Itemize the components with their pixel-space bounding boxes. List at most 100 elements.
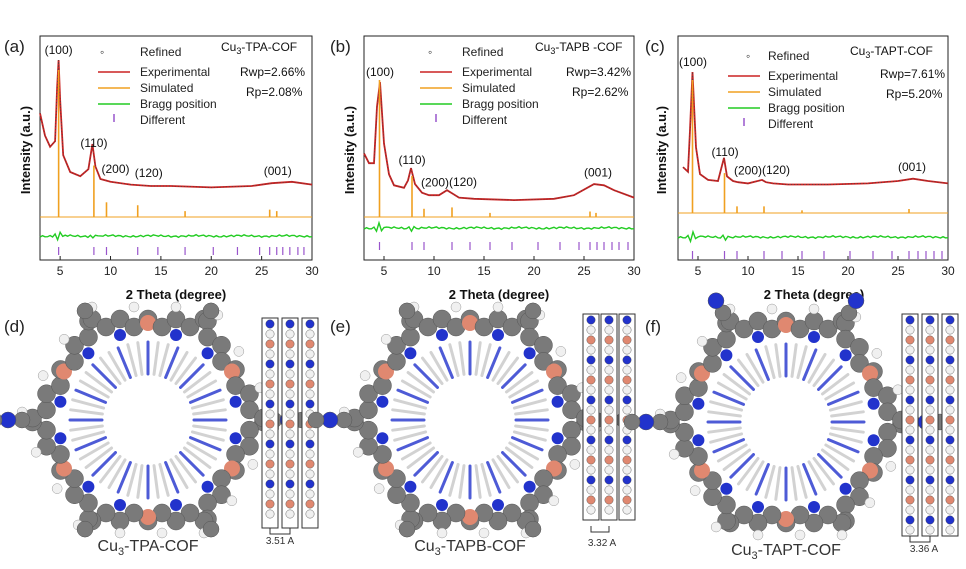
- channel-stack-f: [774, 343, 782, 378]
- stack-atom-d: [305, 329, 315, 339]
- carbon-atom-d: [152, 317, 172, 337]
- channel-stack-d: [188, 388, 222, 404]
- nitrogen-atom-e: [551, 432, 564, 445]
- stack-atom-d: [305, 339, 315, 349]
- arm-atom-f: [847, 292, 865, 310]
- stack-atom-e: [622, 465, 632, 475]
- channel-stack-e: [429, 458, 449, 490]
- carbon-atom-f: [878, 422, 897, 442]
- carbon-atom-d: [96, 317, 116, 337]
- carbon-atom-f: [878, 402, 897, 422]
- rwp-c: Rwp=7.61%: [880, 67, 945, 81]
- copper-atom-f: [778, 317, 794, 334]
- stack-atom-e: [622, 385, 632, 395]
- stack-atom-e: [604, 345, 614, 355]
- channel-stack-f: [745, 460, 765, 492]
- peak-label-c: (200): [734, 163, 762, 177]
- stack-atom-d: [265, 419, 275, 429]
- channel-stack-d: [126, 462, 138, 497]
- panel-label-c: (c): [645, 37, 665, 56]
- peak-label-a: (110): [80, 136, 107, 150]
- channel-stack-d: [164, 460, 180, 494]
- hydrogen-atom-d: [128, 301, 140, 313]
- carbon-atom-e: [432, 309, 452, 329]
- legend-bragg: Bragg position: [140, 97, 217, 111]
- channel-stack-e: [514, 424, 549, 432]
- channel-stack-d: [192, 424, 227, 432]
- carbon-atom-f: [836, 495, 855, 515]
- channel-stack-e: [400, 379, 432, 399]
- channel-stack-d: [174, 356, 197, 386]
- stack-atom-d: [305, 469, 315, 479]
- stack-atom-e: [622, 335, 632, 345]
- y-axis-label-b: Intensity (a.u.): [342, 106, 357, 194]
- panel-b: (b) 5 10 15 20 25 30 (100) (110) (200) (120) (001)…: [330, 35, 641, 302]
- nitrogen-atom-f: [839, 349, 852, 362]
- stack-atom-d: [265, 479, 275, 489]
- hydrogen-atom-f: [675, 372, 687, 383]
- carbon-atom-f: [878, 438, 897, 458]
- peak-label-b: (110): [398, 153, 425, 167]
- channel-stack-e: [480, 343, 492, 378]
- hydrogen-atom-f: [689, 485, 701, 496]
- stack-atom-d: [305, 349, 315, 359]
- cof-name-a: Cu3-TPA-COF: [221, 40, 297, 56]
- channel-stack-d: [152, 341, 160, 376]
- legend-bragg-c: Bragg position: [768, 101, 845, 115]
- legend-refined-c: Refined: [768, 49, 809, 63]
- stack-atom-d: [265, 409, 275, 419]
- carbon-atom-d: [37, 384, 56, 404]
- x-tick-label-a: 15: [154, 264, 168, 278]
- carbon-atom-d: [166, 511, 186, 531]
- channel-stack-f: [830, 426, 865, 434]
- channel-stack-f: [737, 358, 760, 388]
- carbon-atom-e: [359, 384, 378, 404]
- legend-simulated-b: Simulated: [462, 81, 515, 95]
- stack-atom-f: [925, 515, 935, 525]
- carbon-atom-d: [212, 469, 231, 488]
- stack-atom-e: [622, 495, 632, 505]
- stack-atom-f: [925, 325, 935, 335]
- stack-atom-f: [945, 395, 955, 405]
- stack-atom-f: [925, 505, 935, 515]
- carbon-atom-d: [110, 309, 130, 329]
- arm-atom-f: [623, 413, 641, 431]
- stack-atom-e: [586, 405, 596, 415]
- channel-stack-e: [393, 430, 428, 442]
- stack-atom-f: [945, 415, 955, 425]
- channel-stack-f: [716, 443, 748, 463]
- legend-experimental: Experimental: [140, 65, 210, 79]
- nitrogen-atom-d: [82, 347, 95, 360]
- stack-atom-d: [285, 319, 295, 329]
- panel-label-f: (f): [645, 317, 661, 336]
- nitrogen-atom-f: [867, 397, 880, 410]
- stack-atom-e: [622, 505, 632, 515]
- legend-different-c: Different: [768, 117, 814, 131]
- nitrogen-atom-d: [170, 329, 182, 342]
- hydrogen-atom-f: [696, 336, 708, 347]
- channel-stack-d: [190, 398, 225, 410]
- stack-atom-f: [925, 425, 935, 435]
- refined-curve-a: [39, 59, 313, 188]
- carbon-atom-d: [198, 327, 217, 347]
- stack-atom-f: [945, 455, 955, 465]
- carbon-atom-d: [240, 400, 259, 420]
- stack-atom-f: [925, 465, 935, 475]
- stack-atom-d: [265, 499, 275, 509]
- stack-atom-f: [905, 465, 915, 475]
- stack-atom-f: [925, 415, 935, 425]
- channel-stack-e: [504, 371, 534, 394]
- carbon-atom-e: [488, 511, 508, 531]
- carbon-atom-e: [520, 327, 539, 347]
- channel-stack-e: [413, 363, 439, 389]
- stack-atom-d: [265, 359, 275, 369]
- channel-stack-f: [790, 466, 798, 501]
- carbon-atom-e: [534, 352, 553, 371]
- stack-atom-d: [285, 499, 295, 509]
- spacing-bracket-d: [269, 528, 291, 535]
- channel-stack-f: [826, 390, 860, 406]
- carbon-atom-e: [387, 485, 406, 504]
- stack-atom-e: [604, 365, 614, 375]
- peak-label-c: (100): [679, 55, 707, 69]
- legend-experimental-c: Experimental: [768, 69, 838, 83]
